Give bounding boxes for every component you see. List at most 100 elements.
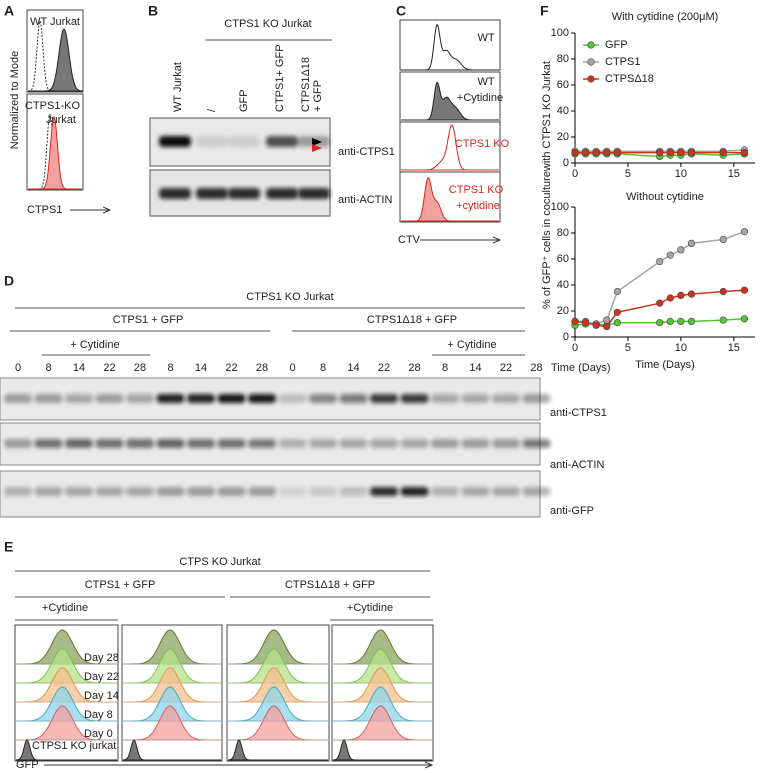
band [65,439,93,448]
label: + Cytidine [447,339,496,351]
band [522,487,551,496]
label: +Cytidine [42,602,88,614]
data-point [677,291,685,300]
data-point [603,323,611,331]
label: WT Jurkat [172,62,184,112]
panel-label: A [4,3,14,19]
histogram [123,705,221,741]
histogram [15,739,117,761]
label: 22 [103,362,115,374]
series-line [575,230,745,325]
frame [399,19,501,71]
panel-label: F [540,3,549,19]
panel-label: B [148,3,158,19]
label: WT [477,76,494,88]
band [309,487,337,496]
label: CTPS1 KO jurkat [32,740,116,752]
band [65,394,93,403]
data-point [666,149,674,157]
data-point [687,317,696,326]
label: Day 8 [84,709,113,721]
frame [399,171,501,223]
label: CTPS1 + GFP [85,579,156,591]
label: 40 [557,279,569,291]
band [339,439,368,448]
label: anti-ACTIN [338,194,392,206]
band [228,188,260,199]
band [156,487,185,496]
data-point [592,321,600,329]
panel-label: E [4,539,13,555]
data-point [687,149,696,157]
data-point [666,294,674,302]
band [400,439,429,448]
legend-marker [587,58,595,66]
band [266,136,298,147]
label: 15 [728,342,740,354]
data-point [740,315,749,323]
label: / [206,108,218,112]
band [4,394,32,403]
band [339,394,368,403]
label: 14 [469,362,481,374]
label: Jurkat [46,114,76,126]
label: 60 [557,79,569,91]
label: 8 [442,362,448,374]
label: 5 [625,342,631,354]
band [156,439,185,448]
band [370,487,398,496]
band [492,439,520,448]
band [461,439,490,448]
band [196,136,228,147]
data-point [613,287,621,296]
histogram [28,115,82,190]
band [95,439,124,448]
band [522,439,551,448]
label: Day 0 [84,728,113,740]
label: +cytidine [456,200,500,212]
band [228,136,260,147]
band [65,487,93,496]
data-point [603,149,611,157]
band [159,136,191,147]
label: CTPS1 KO [455,138,510,150]
label: CTPS1+ GFP [274,44,286,112]
label: 14 [195,362,207,374]
label: 28 [134,362,146,374]
label: CTPS1 [605,56,640,68]
histogram [28,28,83,92]
label: anti-GFP [550,505,594,517]
band [126,439,154,448]
legend-marker [587,75,595,83]
label: 40 [557,105,569,117]
band [187,394,215,403]
label: CTPS KO Jurkat [179,556,260,568]
band [95,394,124,403]
band [339,487,368,496]
frame [26,9,84,93]
data-point [581,149,590,157]
band [34,439,63,448]
label: CTV [398,234,421,246]
band [248,394,276,403]
label: CTPS1 KO Jurkat [224,18,311,30]
data-point [656,149,664,157]
label: 100 [551,27,569,39]
histogram [401,23,499,71]
label: GFP [16,759,39,771]
label: 8 [167,362,173,374]
band [187,487,215,496]
label: CTPSΔ18 [605,73,654,85]
data-point [740,286,749,294]
histogram [401,81,499,121]
data-point [677,246,685,254]
band [461,487,490,496]
data-point [687,290,696,298]
label: 15 [728,168,740,180]
data-point [666,251,674,259]
label: 80 [557,227,569,239]
histogram [332,739,432,761]
band [4,439,32,448]
label: CTPS1Δ18 + GFP [285,579,375,591]
label: 0 [15,362,21,374]
